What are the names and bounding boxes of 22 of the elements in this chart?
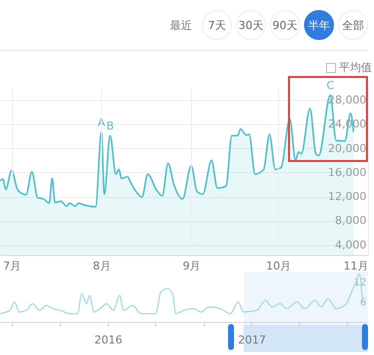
annotation: B [106,120,114,133]
text: 90天 [270,10,300,40]
text: 全部 [338,10,368,40]
line-series [0,273,367,314]
y-tick-label: 20,000 [328,142,366,155]
x-tick-label: 11月 [344,260,368,272]
x-tick-label: 2017 [238,334,266,346]
x-tick-label: 8月 [92,260,111,272]
y-tick-label: 12,000 [328,190,366,204]
x-tick-label: 2016 [94,334,122,346]
y-tick-label: 16,000 [328,166,366,179]
x-tick-label: 10月 [266,260,292,272]
text: 7天 [202,10,232,40]
y-tick-label: 4,000 [335,238,366,252]
annotation: C [326,79,334,92]
text: 30天 [236,10,266,40]
x-tick-label: 7月 [3,260,22,272]
text: 半年 [304,10,334,40]
text: 平均值 [339,60,372,75]
x-tick-label: 9月 [182,260,201,272]
y-tick-label: 8,000 [335,214,366,228]
text: 最近 [170,18,192,32]
